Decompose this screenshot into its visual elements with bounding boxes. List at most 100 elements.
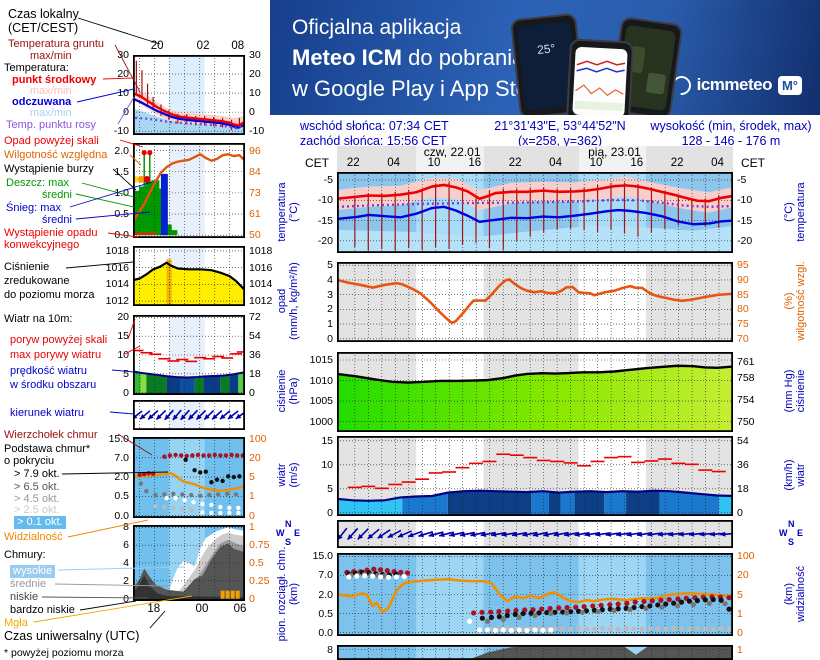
legend-item: średni <box>42 214 72 226</box>
legend-item: poryw powyżej skali <box>10 334 108 346</box>
tick-label-right: -10 <box>249 125 265 138</box>
tick-label-right: 18 <box>249 367 261 380</box>
legend-item: Widzialność <box>4 531 63 543</box>
tick-label-right: 36 <box>249 349 261 361</box>
tick-label-right: 20 <box>249 68 261 81</box>
tick-label-left: 1.0 <box>114 186 129 199</box>
legend-item: max/min <box>30 85 72 97</box>
tick-label-left: 0 <box>327 332 333 345</box>
tick-label-right: 50 <box>249 229 261 242</box>
tick-label-left: 2.0 <box>114 471 129 484</box>
tick-label-right: 1014 <box>249 278 273 291</box>
tick-label-right: 0 <box>249 106 255 119</box>
legend-item: Wystąpienie burzy <box>4 163 94 175</box>
tick-label-right: 85 <box>737 288 749 301</box>
tick-label-right: 54 <box>249 330 261 343</box>
legend-item: (CET/CEST) <box>8 21 79 35</box>
tick-label-right: 1 <box>249 521 255 534</box>
chart-mini-opad <box>133 143 245 238</box>
altitude-info: wysokość (min, środek, max) 128 - 146 - … <box>645 119 817 149</box>
phone-meteogram-sketch <box>574 60 626 112</box>
chart-mini-chmury-widzialnosc <box>133 437 245 518</box>
legend-item: zredukowane <box>4 275 70 287</box>
cet-label-left: CET <box>305 156 329 170</box>
tick-label-left: 1015 <box>309 354 333 366</box>
tick-label-right: 30 <box>249 49 261 61</box>
day-label: czw, 22.01 <box>423 145 481 159</box>
tick-label-right: 96 <box>249 144 261 157</box>
compass-s: S <box>285 537 292 547</box>
chart-temperatura <box>337 172 733 253</box>
day-band <box>416 146 484 172</box>
icmmeteo-m-badge: M° <box>777 75 802 95</box>
tick-label-left: 1014 <box>105 278 129 291</box>
tick-label-right: 0 <box>249 386 255 399</box>
legend-item: max porywy wiatru <box>10 349 102 361</box>
legend-item: wysokie <box>10 565 56 578</box>
legend-item: Chmury: <box>4 549 46 561</box>
tick-label-right: 1 <box>249 490 255 503</box>
tick-label-right: 10 <box>249 87 261 100</box>
time-strip-tick: 04 <box>387 157 400 169</box>
tick-label-right: 5 <box>249 471 255 484</box>
legend-item: średnie <box>10 578 47 590</box>
chart-opad-wilgotnosc <box>337 262 733 342</box>
time-strip-tick: 04 <box>549 157 562 169</box>
tick-label-left: 1010 <box>309 374 333 387</box>
tick-label-left: -15 <box>317 214 333 227</box>
tick-label-right: 90 <box>737 273 749 286</box>
app-promo-banner[interactable]: Oficjalna aplikacja Meteo ICM do pobrani… <box>270 0 820 115</box>
legend-item: > 6.5 okt. <box>14 481 60 493</box>
banner-line3: w Google Play i App Store <box>292 76 548 101</box>
tick-label-right: 1018 <box>249 244 273 257</box>
tick-label-left: 0 <box>327 506 333 519</box>
chart-chmury-widzialnosc <box>337 553 733 636</box>
tick-label-right: 0 <box>737 626 743 639</box>
tick-label-left: 10 <box>321 458 333 471</box>
tick-label-left: 30 <box>117 49 129 61</box>
legend-item: Deszcz: max <box>6 177 69 189</box>
tick-label-right: 0 <box>249 592 255 605</box>
tick-label-left: 20 <box>117 68 129 81</box>
time-strip-background <box>337 146 733 172</box>
banner-app-name: Meteo ICM <box>292 45 402 70</box>
location-coordinates: 21°31'43"E, 53°44'52"N (x=258, y=362) <box>465 119 655 149</box>
tick-label-left: 15.0 <box>312 550 333 563</box>
compass-w: W <box>276 528 285 538</box>
time-strip-tick: 04 <box>711 157 724 169</box>
day-label: pią, 23.01 <box>588 145 641 159</box>
tick-label-left: 2.0 <box>318 588 333 601</box>
chart-kierunek-wiatru <box>337 520 733 548</box>
tick-label-left: 1005 <box>309 395 333 408</box>
tick-label-left: 20 <box>117 311 129 324</box>
tick-label-right: -15 <box>737 214 753 227</box>
tick-label-right: 750 <box>737 415 755 428</box>
tick-label-left: 2.0 <box>114 144 129 157</box>
tick-label-left: 3 <box>327 288 333 301</box>
tick-label-right: 1 <box>737 607 743 620</box>
tick-label-right: -20 <box>737 234 753 247</box>
tick-label-left: -10 <box>113 125 129 138</box>
tick-label-right: 0 <box>249 509 255 522</box>
chart-mini-temperatura <box>133 55 245 135</box>
tick-label-left: 15 <box>321 434 333 447</box>
axis-label-right: (km/h) wiatr <box>783 459 807 491</box>
legend-item: > 2.5 okt. <box>14 504 60 516</box>
sunset-time: zachód słońca: 15:56 CET <box>300 134 447 148</box>
tick-label-left: 4 <box>327 273 333 286</box>
tick-label-right: 70 <box>737 332 749 345</box>
tick-label-right: 5 <box>737 588 743 601</box>
compass-rose-left: N E S W <box>276 519 302 549</box>
altitude-values: 128 - 146 - 176 m <box>681 134 781 148</box>
cet-label-right: CET <box>741 156 765 170</box>
banner-line1: Oficjalna aplikacja <box>292 16 462 39</box>
tick-label-right: 758 <box>737 372 755 385</box>
tick-label-left: 0.0 <box>114 229 129 242</box>
phone-screen-meteogram <box>572 46 628 115</box>
tick-label-left: 2 <box>123 574 129 587</box>
chart-mini-cisnienie <box>133 246 245 306</box>
tick-label-left: 0.0 <box>318 626 333 639</box>
time-tick-label: 00 <box>195 603 209 615</box>
legend-item: prędkość wiatru <box>10 365 88 377</box>
tick-label-left: 0.5 <box>114 208 129 220</box>
